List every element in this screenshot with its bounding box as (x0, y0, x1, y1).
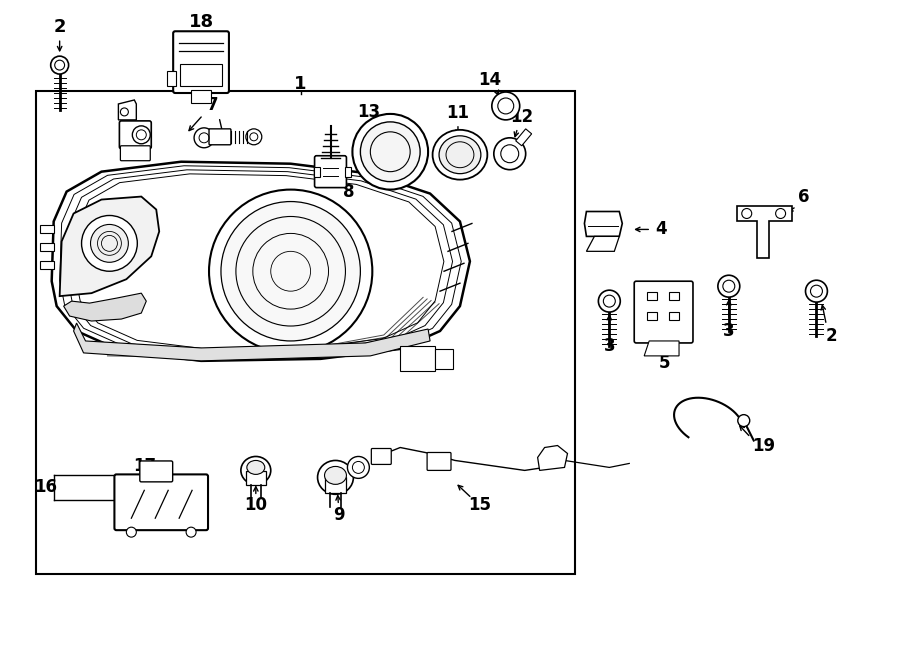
FancyBboxPatch shape (121, 146, 150, 161)
Ellipse shape (325, 467, 346, 485)
Circle shape (491, 92, 519, 120)
Circle shape (738, 414, 750, 426)
Polygon shape (584, 212, 622, 237)
Text: 1: 1 (294, 75, 307, 93)
Circle shape (347, 457, 369, 479)
Circle shape (209, 190, 373, 353)
Text: 14: 14 (478, 71, 501, 89)
Polygon shape (587, 237, 619, 251)
Circle shape (50, 56, 68, 74)
Polygon shape (737, 206, 792, 258)
Text: 2: 2 (53, 19, 66, 36)
FancyBboxPatch shape (315, 156, 346, 188)
Text: 11: 11 (446, 104, 470, 122)
Text: 2: 2 (825, 327, 837, 345)
Text: 6: 6 (797, 188, 809, 206)
FancyBboxPatch shape (140, 461, 173, 482)
Polygon shape (537, 446, 568, 471)
Polygon shape (51, 162, 470, 361)
Bar (435, 349, 453, 369)
Circle shape (806, 280, 827, 302)
Circle shape (353, 114, 428, 190)
Bar (40, 225, 54, 233)
Bar (167, 71, 176, 86)
Text: 8: 8 (343, 182, 355, 200)
Polygon shape (74, 323, 430, 361)
Text: 4: 4 (655, 220, 667, 239)
Bar (191, 90, 211, 103)
Text: 9: 9 (333, 506, 345, 524)
Bar (313, 167, 320, 176)
Circle shape (91, 225, 129, 262)
Text: 3: 3 (723, 322, 734, 340)
Polygon shape (64, 293, 147, 321)
Circle shape (221, 202, 360, 341)
Bar (36, 91, 575, 574)
Bar (180, 64, 222, 86)
FancyBboxPatch shape (372, 449, 392, 465)
FancyBboxPatch shape (634, 281, 693, 343)
Ellipse shape (241, 457, 271, 485)
Circle shape (132, 126, 150, 144)
FancyBboxPatch shape (209, 129, 231, 145)
Bar (325, 477, 346, 493)
Bar (40, 261, 54, 269)
Circle shape (194, 128, 214, 148)
Text: 5: 5 (658, 354, 670, 372)
Bar (40, 243, 54, 251)
Text: 3: 3 (604, 337, 615, 355)
Circle shape (126, 527, 136, 537)
Text: 10: 10 (244, 496, 267, 514)
Text: 17: 17 (132, 457, 156, 475)
Circle shape (186, 527, 196, 537)
Circle shape (360, 122, 420, 182)
FancyBboxPatch shape (428, 453, 451, 471)
Text: 13: 13 (356, 103, 380, 121)
Polygon shape (119, 100, 136, 120)
Text: 12: 12 (510, 108, 534, 126)
Ellipse shape (439, 136, 481, 174)
Bar (669, 312, 679, 320)
Text: 7: 7 (207, 96, 219, 114)
Polygon shape (516, 129, 532, 146)
Bar (647, 312, 657, 320)
Bar (246, 471, 266, 485)
Bar (669, 292, 679, 300)
Polygon shape (59, 196, 159, 296)
Bar (346, 167, 351, 176)
Circle shape (598, 290, 620, 312)
Text: 18: 18 (188, 13, 213, 31)
Circle shape (718, 275, 740, 297)
Text: 16: 16 (34, 479, 58, 496)
Circle shape (82, 215, 138, 271)
FancyBboxPatch shape (173, 31, 229, 93)
Text: 19: 19 (752, 436, 775, 455)
FancyBboxPatch shape (120, 121, 151, 149)
Ellipse shape (433, 130, 487, 180)
Circle shape (246, 129, 262, 145)
Polygon shape (644, 341, 679, 356)
Text: 15: 15 (468, 496, 491, 514)
Bar (400, 346, 435, 371)
Ellipse shape (247, 461, 265, 475)
FancyBboxPatch shape (114, 475, 208, 530)
Bar (647, 292, 657, 300)
Ellipse shape (318, 461, 354, 494)
Circle shape (494, 137, 526, 170)
